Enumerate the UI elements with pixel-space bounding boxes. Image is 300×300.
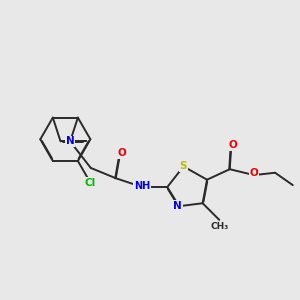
- Text: CH₃: CH₃: [210, 222, 228, 231]
- Text: O: O: [228, 140, 237, 150]
- Text: N: N: [66, 136, 74, 146]
- Text: S: S: [180, 161, 187, 171]
- Text: N: N: [173, 201, 182, 211]
- Text: Cl: Cl: [85, 178, 96, 188]
- Text: O: O: [117, 148, 126, 158]
- Text: NH: NH: [134, 181, 150, 190]
- Text: O: O: [250, 168, 258, 178]
